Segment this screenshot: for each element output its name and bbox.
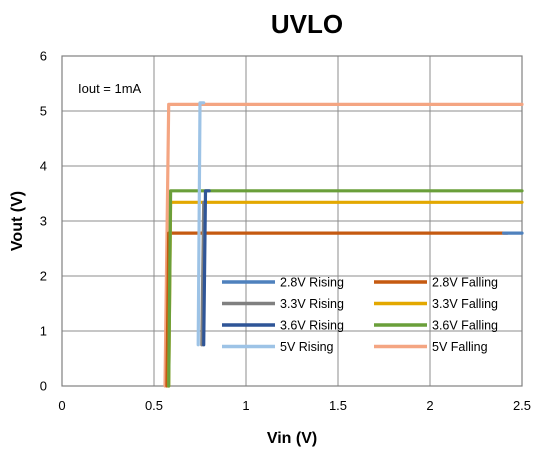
y-tick-label: 1 [40, 324, 47, 339]
x-tick-label: 0.5 [145, 398, 163, 413]
y-axis-title: Vout (V) [9, 191, 26, 251]
y-tick-label: 2 [40, 269, 47, 284]
y-tick-label: 4 [40, 159, 47, 174]
legend-label: 2.8V Rising [280, 276, 344, 290]
chart-title: UVLO [271, 9, 343, 39]
legend-label: 3.6V Rising [280, 319, 344, 333]
legend-label: 5V Rising [280, 340, 334, 354]
grid-lines [62, 56, 522, 386]
legend-label: 3.3V Falling [432, 297, 498, 311]
y-tick-label: 5 [40, 104, 47, 119]
y-tick-label: 0 [40, 379, 47, 394]
series-line-5v-falling [163, 102, 524, 388]
legend-label: 3.3V Rising [280, 297, 344, 311]
legend-label: 3.6V Falling [432, 319, 498, 333]
series-line-5v-rising [196, 101, 206, 347]
legend-label: 5V Falling [432, 340, 488, 354]
x-tick-label: 2 [426, 398, 433, 413]
x-axis-title: Vin (V) [267, 430, 317, 447]
y-tick-label: 3 [40, 214, 47, 229]
y-axis-ticks: 0 1 2 3 4 5 6 [40, 49, 47, 394]
series-line-3-6v-falling [167, 189, 524, 388]
plot-area-border [61, 55, 523, 387]
series-line-3-3v-falling [167, 200, 524, 388]
x-tick-label: 0 [58, 398, 65, 413]
x-tick-label: 1.5 [329, 398, 347, 413]
legend-label: 2.8V Falling [432, 276, 498, 290]
y-tick-label: 6 [40, 49, 47, 64]
series-lines [163, 101, 524, 388]
x-axis-ticks: 0 0.5 1 1.5 2 2.5 [58, 398, 531, 413]
x-tick-label: 1 [242, 398, 249, 413]
legend: 2.8V Rising 2.8V Falling 3.3V Rising 3.3V F… [222, 276, 498, 354]
series-line-3-6v-rising [202, 189, 211, 347]
annotation-iout: Iout = 1mA [78, 81, 142, 96]
x-tick-label: 2.5 [513, 398, 531, 413]
